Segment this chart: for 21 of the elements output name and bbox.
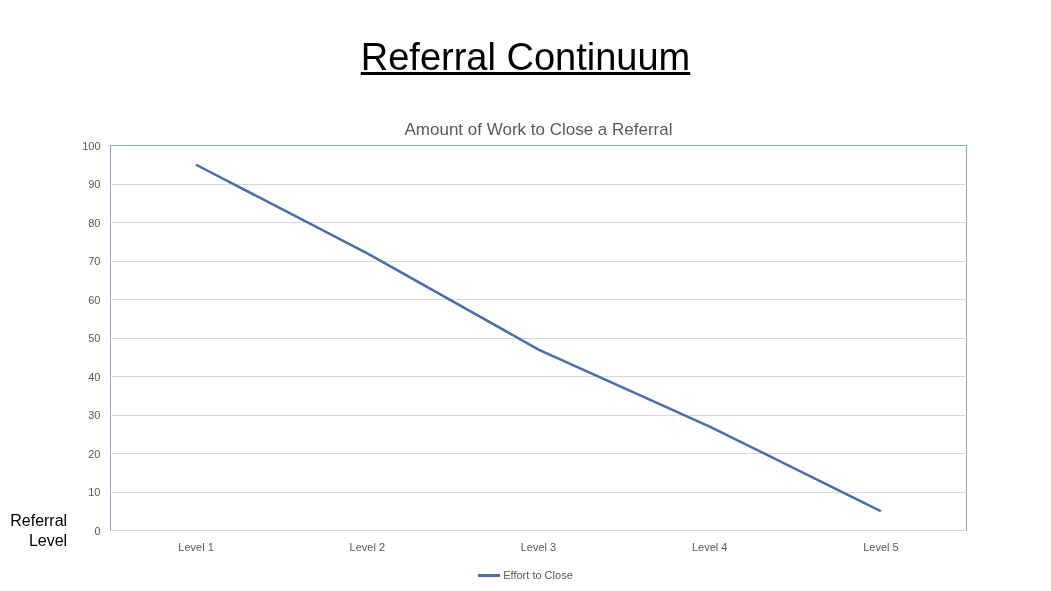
x-axis-title: Referral Level — [10, 511, 68, 550]
y-tick-label: 80 — [88, 216, 101, 229]
y-tick-label: 0 — [94, 524, 101, 537]
x-tick-label: Level 2 — [349, 540, 386, 553]
legend-label: Effort to Close — [503, 569, 573, 582]
x-tick-label: Level 4 — [691, 540, 728, 553]
y-tick-label: 10 — [88, 486, 101, 498]
x-tick-label: Level 5 — [863, 540, 899, 553]
chart-title: Referral Continuum — [359, 35, 692, 80]
x-tick-label: Level 1 — [178, 540, 214, 553]
x-tick-label: Level 3 — [520, 540, 557, 553]
y-tick-label: 30 — [88, 409, 101, 421]
y-tick-label: 60 — [88, 293, 101, 306]
y-tick-label: 50 — [88, 332, 101, 344]
y-tick-label: 90 — [88, 178, 101, 190]
y-tick-label: 20 — [88, 447, 101, 460]
y-tick-label: 100 — [82, 139, 101, 152]
line-series — [194, 163, 883, 513]
y-tick-label: 70 — [88, 255, 101, 267]
chart-subtitle: Amount of Work to Close a Referral — [404, 119, 673, 139]
y-tick-label: 40 — [88, 370, 101, 383]
